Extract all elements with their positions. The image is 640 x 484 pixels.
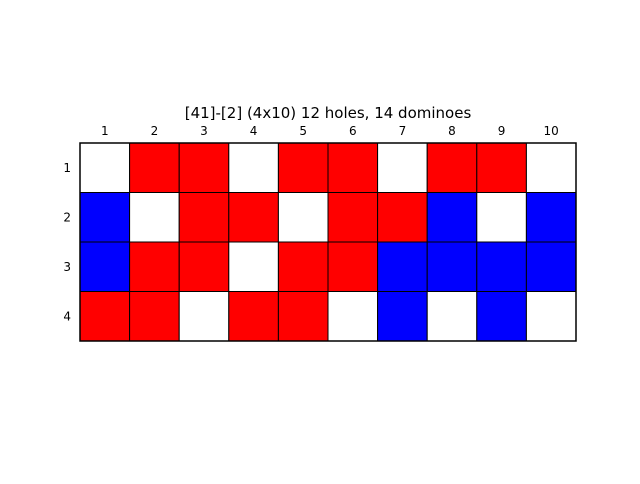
red-domino-cell [179,143,229,193]
hole-cell [179,292,229,342]
red-domino-cell [130,242,180,292]
hole-cell [526,292,576,342]
column-label: 3 [200,124,208,138]
red-domino-cell [229,193,279,243]
hole-cell [80,143,130,193]
red-domino-cell [80,292,130,342]
blue-domino-cell [526,242,576,292]
red-domino-cell [477,143,527,193]
board-cells [80,143,576,341]
blue-domino-cell [80,193,130,243]
blue-domino-cell [427,193,477,243]
hole-cell [328,292,378,342]
column-labels: 1 2 3 4 5 6 7 8 9 10 [101,124,559,138]
blue-domino-cell [427,242,477,292]
hole-cell [278,193,328,243]
blue-domino-cell [80,242,130,292]
column-label: 9 [498,124,506,138]
row-label: 4 [63,309,71,323]
hole-cell [526,143,576,193]
red-domino-cell [130,292,180,342]
red-domino-cell [328,193,378,243]
red-domino-cell [179,242,229,292]
red-domino-cell [229,292,279,342]
hole-cell [229,143,279,193]
red-domino-cell [278,292,328,342]
hole-cell [477,193,527,243]
red-domino-cell [427,143,477,193]
column-label: 10 [544,124,559,138]
blue-domino-cell [477,292,527,342]
red-domino-cell [328,242,378,292]
hole-cell [130,193,180,243]
column-label: 1 [101,124,109,138]
row-label: 3 [63,260,71,274]
blue-domino-cell [526,193,576,243]
red-domino-cell [130,143,180,193]
column-label: 7 [399,124,407,138]
hole-cell [378,143,428,193]
puzzle-title: [41]-[2] (4x10) 12 holes, 14 dominoes [185,104,472,122]
column-label: 4 [250,124,258,138]
red-domino-cell [328,143,378,193]
red-domino-cell [278,143,328,193]
column-label: 5 [299,124,307,138]
row-label: 1 [63,161,71,175]
column-label: 6 [349,124,357,138]
hole-cell [427,292,477,342]
blue-domino-cell [378,292,428,342]
row-labels: 1 2 3 4 [63,161,71,324]
hole-cell [229,242,279,292]
blue-domino-cell [378,242,428,292]
red-domino-cell [278,242,328,292]
red-domino-cell [378,193,428,243]
red-domino-cell [179,193,229,243]
column-label: 2 [151,124,159,138]
column-label: 8 [448,124,456,138]
row-label: 2 [63,210,71,224]
blue-domino-cell [477,242,527,292]
